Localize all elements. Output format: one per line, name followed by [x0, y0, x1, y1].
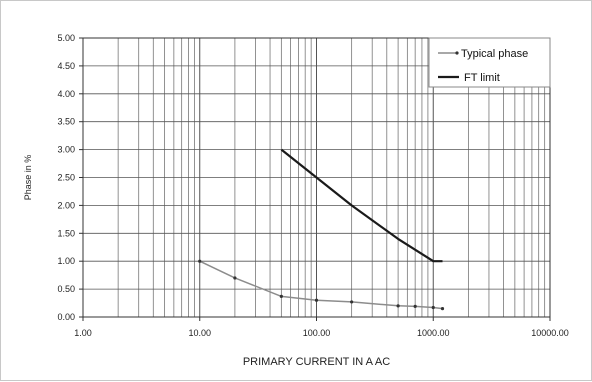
- y-tick-label: 3.00: [57, 145, 75, 155]
- data-point-typical-phase: [440, 307, 445, 311]
- y-tick-label: 0.50: [57, 284, 75, 294]
- series-lines: [198, 148, 445, 311]
- y-tick-label: 3.50: [57, 117, 75, 127]
- y-tick-label: 5.00: [57, 33, 75, 43]
- plot-area-border: [82, 37, 551, 318]
- data-point-typical-phase: [396, 304, 400, 308]
- legend-box: [428, 37, 551, 88]
- series-line-typical-phase: [199, 260, 443, 310]
- x-tick-label: 1.00: [74, 328, 92, 338]
- y-tick-label: 4.50: [57, 61, 75, 71]
- x-tick-label: 1000.00: [417, 328, 450, 338]
- x-tick-label: 10.00: [188, 328, 211, 338]
- y-tick-label: 1.00: [57, 256, 75, 266]
- data-point-typical-phase: [233, 276, 237, 280]
- legend-label-typical-phase: Typical phase: [461, 48, 528, 60]
- data-point-typical-phase: [279, 294, 283, 298]
- series-line-ft-limit: [280, 148, 443, 263]
- x-axis-title: PRIMARY CURRENT IN A AC: [243, 356, 390, 368]
- x-tick-labels: 1.00 10.00 100.00 1000.00 10000.00: [74, 328, 569, 338]
- y-tick-label: 4.00: [57, 89, 75, 99]
- y-tick-label: 2.00: [57, 200, 75, 210]
- y-tick-label: 1.50: [57, 228, 75, 238]
- legend: Typical phase FT limit: [428, 37, 551, 88]
- y-tick-labels: 0.00 0.50 1.00 1.50 2.00 2.50 3.00 3.50 4.00 4.50…: [57, 33, 75, 322]
- x-tick-label: 10000.00: [531, 328, 569, 338]
- data-point-typical-phase: [314, 298, 319, 302]
- y-axis-title: Phase in %: [23, 155, 33, 201]
- grid-lines: [79, 37, 551, 321]
- legend-marker-typical-phase: [455, 51, 459, 55]
- data-point-typical-phase: [413, 304, 417, 308]
- legend-label-ft-limit: FT limit: [464, 72, 500, 84]
- x-tick-label: 100.00: [303, 328, 331, 338]
- y-tick-label: 0.00: [57, 312, 75, 322]
- y-tick-label: 2.50: [57, 173, 75, 183]
- data-point-typical-phase: [198, 259, 202, 263]
- data-point-typical-phase: [350, 300, 354, 304]
- data-point-typical-phase: [431, 305, 435, 310]
